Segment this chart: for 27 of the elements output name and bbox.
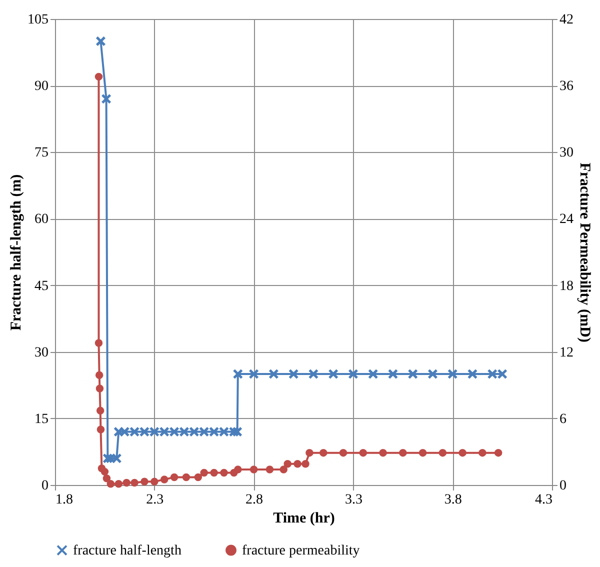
y2-tick-label: 12 [560,345,574,360]
y2-tick-label: 42 [560,12,574,28]
y-tick-label: 45 [34,278,48,294]
x-axis-title: Time (hr) [273,510,335,526]
y2-tick-label: 18 [560,278,574,294]
x-tick-label: 3.3 [344,492,362,508]
y-tick-label: 15 [34,412,48,427]
y-tick-label: 90 [34,79,48,94]
y2-tick-label: 6 [560,412,566,427]
y2-tick-label: 30 [560,146,574,161]
x-tick-label: 2.3 [146,492,164,508]
y-tick-label: 60 [34,212,48,228]
y-tick-label: 0 [42,478,48,494]
x-tick-label: 3.8 [444,492,462,508]
legend-label: fracture permeability [242,543,360,558]
y2-axis-title: Fracture Permeability (mD) [576,162,592,342]
y2-tick-label: 0 [560,478,566,494]
y-tick-label: 30 [34,345,48,360]
legend-label: fracture half-length [73,543,182,558]
y2-tick-label: 36 [560,79,574,94]
y2-tick-label: 24 [560,212,574,228]
y-tick-label: 75 [34,146,48,161]
y-axis-title: Fracture half-length (m) [8,174,24,331]
x-tick-label: 4.3 [535,492,552,508]
x-tick-label: 2.8 [246,492,264,508]
x-tick-label: 1.8 [56,492,73,508]
y-tick-label: 105 [28,12,48,28]
